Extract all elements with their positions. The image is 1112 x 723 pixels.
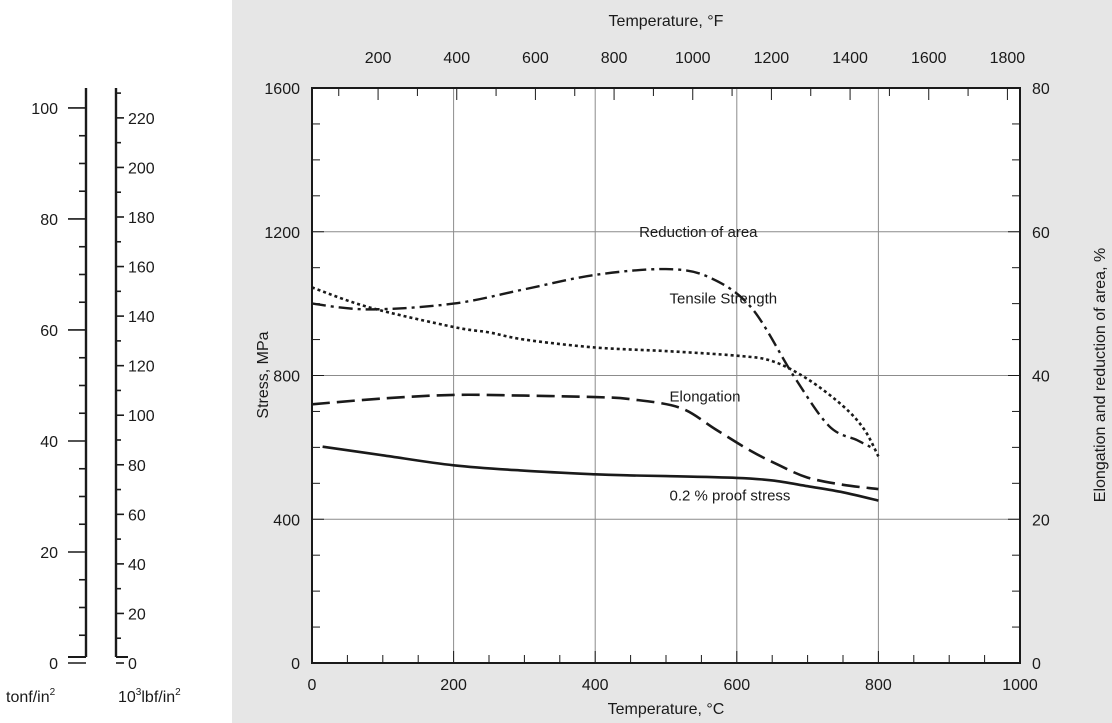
series-annotation: 0.2 % proof stress — [670, 488, 791, 505]
series-annotations: Reduction of area Tensile Strength Elongat… — [639, 224, 790, 504]
x-top-tick-label: 200 — [365, 50, 392, 67]
tonf-scale-label: 40 — [40, 434, 58, 451]
x-axis-top-title: Temperature, °F — [609, 13, 724, 30]
lbf-scale-label: 60 — [128, 507, 146, 524]
x-axis-bottom-title: Temperature, °C — [608, 701, 725, 718]
y-right-tick-label: 40 — [1032, 369, 1050, 386]
lbf-scale-label: 40 — [128, 557, 146, 574]
tonf-scale-label: 100 — [31, 101, 58, 118]
x-top-tick-label: 600 — [522, 50, 549, 67]
lbf-scale-label: 80 — [128, 458, 146, 475]
lbf-scale-label: 160 — [128, 260, 155, 277]
series-annotation: Tensile Strength — [670, 291, 778, 308]
x-bottom-tick-label: 0 — [308, 677, 317, 694]
tonf-scale-label: 0 — [49, 656, 58, 673]
series-annotation: Reduction of area — [639, 224, 758, 241]
y-left-tick-label: 1200 — [264, 225, 300, 242]
y-right-tick-label: 60 — [1032, 225, 1050, 242]
series-lines — [311, 267, 880, 502]
y-left-tick-label: 800 — [273, 369, 300, 386]
x-top-tick-label: 1600 — [911, 50, 947, 67]
series-annotation: Elongation — [670, 388, 741, 405]
x-bottom-tick-label: 600 — [723, 677, 750, 694]
lbf-scale-label: 200 — [128, 160, 155, 177]
series-line-0-2-proof-stress — [322, 445, 879, 502]
x-top-tick-label: 800 — [601, 50, 628, 67]
x-bottom-tick-label: 1000 — [1002, 677, 1038, 694]
y-axis-right-title: Elongation and reduction of area, % — [1092, 248, 1109, 502]
series-line-tensile-strength — [311, 286, 880, 458]
tonf-scale-label: 60 — [40, 323, 58, 340]
x-bottom-tick-label: 800 — [865, 677, 892, 694]
series-line-reduction-of-area — [311, 267, 872, 449]
x-bottom-tick-label: 200 — [440, 677, 467, 694]
x-top-tick-label: 1800 — [990, 50, 1026, 67]
x-bottom-tick-label: 400 — [582, 677, 609, 694]
lbf-scale-label: 220 — [128, 111, 155, 128]
plot-frame — [311, 87, 1021, 664]
minor-ticks — [312, 88, 1020, 663]
grid-lines — [312, 88, 1020, 663]
conversion-scales: 0 20 40 60 80 100 0 20 40 60 80 100 120 140 160 180 200 2… — [31, 88, 155, 673]
y-right-tick-label: 80 — [1032, 81, 1050, 98]
y-left-tick-label: 1600 — [264, 81, 300, 98]
lbf-scale-label: 20 — [128, 606, 146, 623]
tonf-scale-label: 80 — [40, 212, 58, 229]
x-top-tick-label: 1000 — [675, 50, 711, 67]
y-axis-left-title: Stress, MPa — [255, 331, 272, 418]
y-right-tick-label: 0 — [1032, 656, 1041, 673]
series-line-elongation — [311, 393, 879, 491]
lbf-scale-label: 100 — [128, 408, 155, 425]
x-top-tick-label: 1400 — [832, 50, 868, 67]
lbf-scale-label: 180 — [128, 210, 155, 227]
lbf-scale-label: 0 — [128, 656, 137, 673]
lbf-scale-label: 120 — [128, 359, 155, 376]
x-top-tick-label: 1200 — [754, 50, 790, 67]
y-right-tick-label: 20 — [1032, 512, 1050, 529]
y-left-tick-label: 400 — [273, 512, 300, 529]
lbf-scale-label: 140 — [128, 309, 155, 326]
tonf-scale-label: 20 — [40, 545, 58, 562]
tonf-unit-label: tonf/in2 — [6, 687, 56, 706]
y-left-tick-label: 0 — [291, 656, 300, 673]
x-top-tick-label: 400 — [443, 50, 470, 67]
lbf-unit-label: 103lbf/in2 — [118, 687, 181, 706]
